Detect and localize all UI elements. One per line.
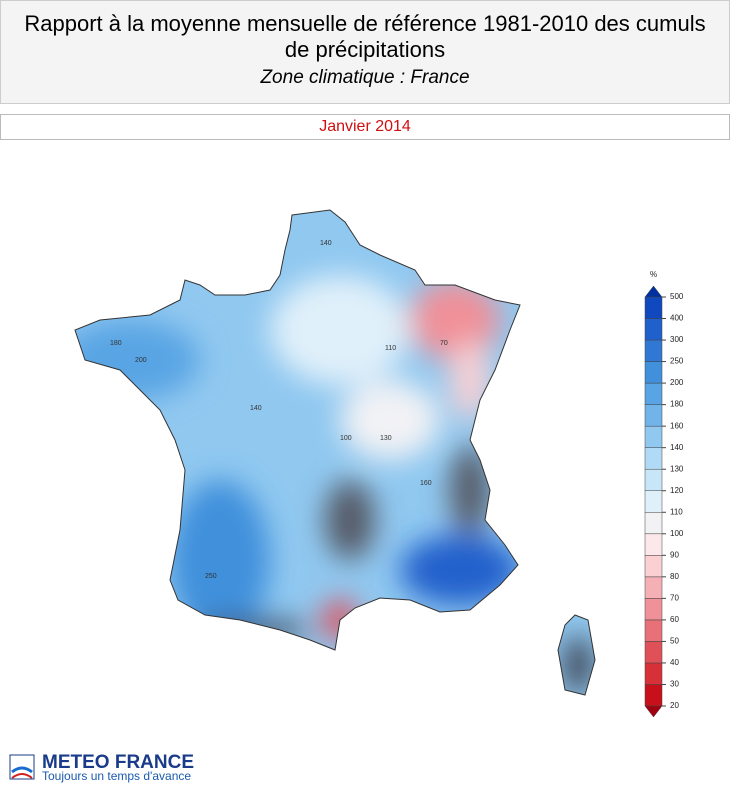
logo-tagline: Toujours un temps d'avance — [42, 769, 191, 783]
map-fill — [75, 210, 595, 695]
tick-label: 160 — [670, 421, 684, 430]
color-bin — [644, 662, 663, 685]
color-bin — [644, 339, 663, 362]
color-bin — [644, 555, 663, 578]
tick-label: 130 — [670, 464, 684, 473]
color-bin — [644, 318, 663, 341]
color-bin — [644, 512, 663, 535]
header: Rapport à la moyenne mensuelle de référe… — [0, 0, 730, 104]
tick-label: 80 — [670, 572, 679, 581]
tick-label: 180 — [670, 400, 684, 409]
tick-label: 40 — [670, 658, 679, 667]
color-bin — [644, 382, 663, 405]
logo-name: METEO FRANCE — [42, 752, 194, 773]
color-bin — [644, 425, 663, 448]
tick-label: 20 — [670, 701, 679, 710]
tick-label: 50 — [670, 637, 679, 646]
tick-label: 90 — [670, 550, 679, 559]
title: Rapport à la moyenne mensuelle de référe… — [24, 11, 706, 62]
contour-label: 140 — [250, 405, 262, 412]
tick-label: 70 — [670, 593, 679, 602]
tick-label: 140 — [670, 443, 684, 452]
tick-label: 400 — [670, 314, 684, 323]
subtitle: Zone climatique : France — [260, 67, 470, 88]
color-bin — [644, 533, 663, 556]
contour-label: 110 — [385, 345, 396, 352]
tick-label: 30 — [670, 680, 679, 689]
contour-label: 130 — [380, 435, 392, 442]
color-bin — [644, 641, 663, 664]
color-bin — [644, 447, 663, 470]
tick-label: 250 — [670, 357, 684, 366]
tick-label: 120 — [670, 486, 684, 495]
color-bin — [644, 361, 663, 384]
contour-label: 160 — [420, 480, 432, 487]
color-bin — [644, 576, 663, 599]
logo-icon — [9, 754, 35, 780]
color-bin — [644, 468, 663, 491]
color-bin — [644, 684, 663, 707]
tick-label: 200 — [670, 378, 684, 387]
contour-label: 180 — [110, 340, 122, 347]
contour-label: 250 — [205, 573, 217, 580]
color-bin — [644, 296, 663, 319]
contour-label: 100 — [340, 435, 352, 442]
contour-label: 140 — [320, 240, 332, 247]
color-bin — [644, 490, 663, 513]
tick-label: 60 — [670, 615, 679, 624]
color-bin — [644, 404, 663, 427]
over-arrow — [644, 285, 663, 298]
contour-label: 70 — [440, 340, 448, 347]
tick-label: 300 — [670, 335, 684, 344]
legend-unit: % — [650, 270, 657, 279]
contour-label: 200 — [135, 357, 147, 364]
color-bin — [644, 619, 663, 642]
tick-label: 100 — [670, 529, 684, 538]
under-arrow — [644, 705, 663, 718]
color-bin — [644, 598, 663, 621]
tick-label: 500 — [670, 292, 684, 301]
tick-label: 110 — [670, 507, 683, 516]
